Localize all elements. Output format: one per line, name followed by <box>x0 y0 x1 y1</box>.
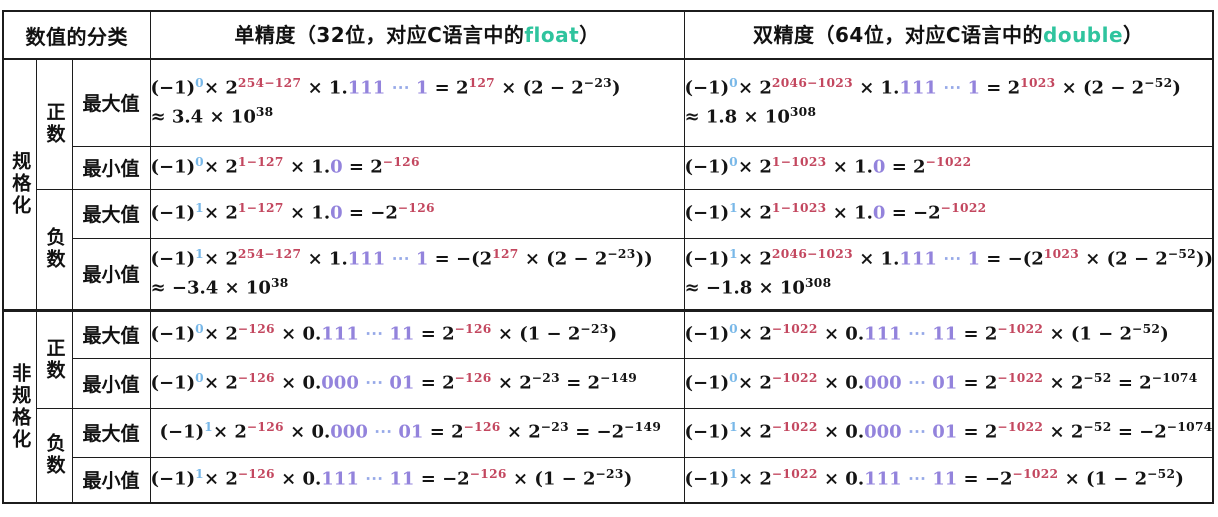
table-row: 最小值 (−1)0× 2−126 × 0.000 ⋯ 01 = 2−126 × … <box>3 357 1214 409</box>
sign-label-positive: 正数 <box>35 58 73 190</box>
formula-cell: (−1)0× 2−1022 × 0.111 ⋯ 11 = 2−1022 × (1… <box>683 308 1214 359</box>
bound-label: 最大值 <box>71 188 151 239</box>
formula-cell: (−1)1× 22046−1023 × 1.111 ⋯ 1 = −(21023 … <box>683 237 1214 311</box>
formula-cell: (−1)0× 2254−127 × 1.111 ⋯ 1 = 2127 × (2 … <box>149 58 685 147</box>
table-row: 负数 最大值 (−1)1× 2−126 × 0.000 ⋯ 01 = 2−126… <box>3 407 1214 504</box>
formula-cell: (−1)0× 2−126 × 0.111 ⋯ 11 = 2−126 × (1 −… <box>149 308 685 359</box>
bound-label: 最小值 <box>71 456 151 504</box>
group-label-normalized: 规格化 <box>2 58 37 311</box>
header-double-text: 双精度（64位，对应C语言中的double） <box>753 22 1144 47</box>
formula-cell: (−1)1× 2−1022 × 0.111 ⋯ 11 = −2−1022 × (… <box>683 456 1214 504</box>
formula-cell: (−1)0× 22046−1023 × 1.111 ⋯ 1 = 21023 × … <box>683 58 1214 147</box>
formula-cell: (−1)0× 2−126 × 0.000 ⋯ 01 = 2−126 × 2−23… <box>149 357 685 409</box>
table-row: 最小值 (−1)0× 21−127 × 1.0 = 2−126 (−1)0× 2… <box>3 145 1214 190</box>
table-header-row: 数值的分类 单精度（32位，对应C语言中的float） 双精度（64位，对应C语… <box>2 10 1214 60</box>
sign-label-positive: 正数 <box>35 308 73 409</box>
header-double-precision: 双精度（64位，对应C语言中的double） <box>683 10 1214 60</box>
formula-cell: (−1)1× 2−126 × 0.000 ⋯ 01 = 2−126 × 2−23… <box>149 407 685 458</box>
group-label-denormalized: 非规格化 <box>2 308 37 504</box>
table-row: 非规格化 正数 最大值 (−1)0× 2−126 × 0.111 ⋯ 11 = … <box>2 308 1214 504</box>
header-category: 数值的分类 <box>2 10 151 60</box>
bound-label: 最小值 <box>71 357 151 409</box>
formula-cell: (−1)0× 21−127 × 1.0 = 2−126 <box>149 145 685 190</box>
sign-label-negative: 负数 <box>35 188 73 311</box>
formula-cell: (−1)0× 2−1022 × 0.000 ⋯ 01 = 2−1022 × 2−… <box>683 357 1214 409</box>
table-row: 最小值 (−1)1× 2254−127 × 1.111 ⋯ 1 = −(2127… <box>3 237 1214 311</box>
bound-label: 最大值 <box>71 58 151 147</box>
formula-cell: (−1)1× 21−127 × 1.0 = −2−126 <box>149 188 685 239</box>
table-row: 最小值 (−1)1× 2−126 × 0.111 ⋯ 11 = −2−126 ×… <box>3 456 1214 504</box>
formula-cell: (−1)0× 21−1023 × 1.0 = 2−1022 <box>683 145 1214 190</box>
header-single-text: 单精度（32位，对应C语言中的float） <box>234 22 600 47</box>
formula-cell: (−1)1× 21−1023 × 1.0 = −2−1022 <box>683 188 1214 239</box>
formula-cell: (−1)1× 2254−127 × 1.111 ⋯ 1 = −(2127 × (… <box>149 237 685 311</box>
table-row: 规格化 正数 最大值 (−1)0× 2254−127 × 1.111 ⋯ 1 =… <box>2 58 1214 311</box>
header-single-precision: 单精度（32位，对应C语言中的float） <box>149 10 685 60</box>
bound-label: 最大值 <box>71 308 151 359</box>
formula-cell: (−1)1× 2−1022 × 0.000 ⋯ 01 = 2−1022 × 2−… <box>683 407 1214 458</box>
bound-label: 最大值 <box>71 407 151 458</box>
bound-label: 最小值 <box>71 145 151 190</box>
sign-label-negative: 负数 <box>35 407 73 504</box>
floating-point-range-table: 数值的分类 单精度（32位，对应C语言中的float） 双精度（64位，对应C语… <box>2 10 1215 504</box>
bound-label: 最小值 <box>71 237 151 311</box>
table-row: 负数 最大值 (−1)1× 21−127 × 1.0 = −2−126 (−1)… <box>3 188 1214 311</box>
formula-cell: (−1)1× 2−126 × 0.111 ⋯ 11 = −2−126 × (1 … <box>149 456 685 504</box>
